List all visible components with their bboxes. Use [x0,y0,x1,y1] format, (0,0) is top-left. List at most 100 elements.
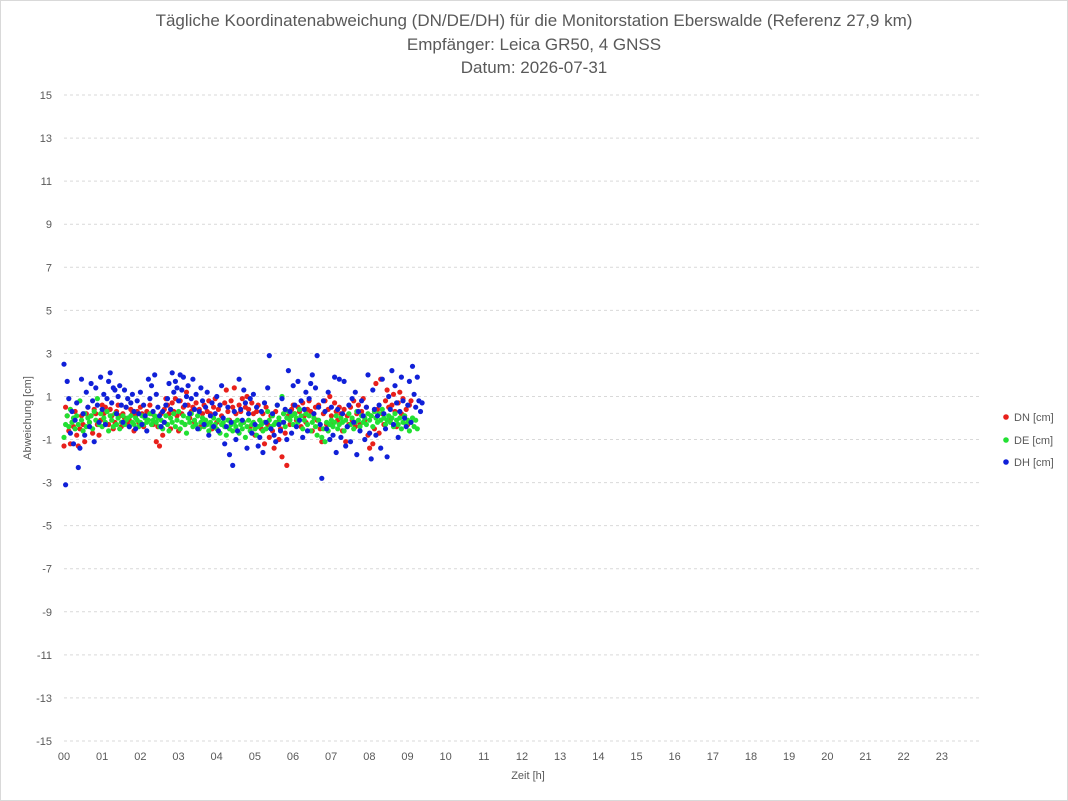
data-point [392,383,398,389]
data-point [66,424,72,430]
data-point [86,424,93,430]
data-point [118,402,124,408]
chart-date: Datum: 2026-07-31 [460,58,608,77]
data-point [265,408,271,415]
data-point [212,411,218,417]
data-point [75,464,81,471]
chart-subtitle: Empfänger: Leica GR50, 4 GNSS [406,35,662,54]
data-point [287,417,293,423]
data-point [320,398,326,404]
data-point [174,385,180,391]
data-point [163,402,169,408]
x-tick-label: 05 [249,751,261,763]
data-point [386,393,392,400]
data-point [384,454,390,460]
data-point [282,424,288,430]
data-point [230,404,236,410]
data-point [185,383,191,389]
data-point [277,428,284,434]
data-point [156,413,163,419]
data-point [104,408,110,415]
data-point [223,424,229,430]
data-point [172,424,178,430]
data-point [74,400,80,406]
x-tick-label: 21 [859,751,871,763]
data-point [311,411,317,417]
data-point [182,402,188,408]
data-point [198,385,204,391]
y-tick-label: 15 [40,90,52,102]
data-point [246,406,252,412]
data-point [88,413,94,419]
data-point [411,391,417,397]
data-point [195,426,201,432]
data-point [91,439,97,445]
y-tick-label: 7 [46,262,52,274]
data-point [266,353,272,359]
data-point [231,408,237,415]
x-tick-label: 03 [172,751,184,763]
data-point [378,445,384,451]
data-point [161,419,167,425]
data-point [96,432,102,438]
data-point [206,428,212,434]
data-point [295,378,301,384]
x-tick-label: 18 [745,751,757,763]
data-point [193,400,199,406]
data-point [290,383,296,389]
x-tick-label: 19 [783,751,795,763]
data-point [66,396,72,402]
data-point [204,389,210,395]
data-point [384,387,390,393]
data-point [325,389,331,395]
data-point [367,430,373,436]
data-point [419,400,425,406]
data-point [179,387,185,393]
data-point [314,353,320,359]
data-point [343,443,349,449]
data-point [153,439,159,445]
data-point [332,374,338,380]
data-point [125,396,131,402]
data-point [78,376,85,382]
data-point [357,428,363,434]
data-point [339,411,346,417]
data-point [355,408,361,415]
data-point [328,404,334,410]
data-point [312,424,319,430]
x-tick-label: 01 [96,751,108,763]
data-point [363,404,369,410]
data-point [296,406,303,412]
data-point [274,402,280,408]
data-point [392,411,398,417]
data-point [185,415,191,421]
data-point [300,426,306,432]
data-point [301,417,307,423]
data-point [346,402,352,408]
data-point [241,387,247,393]
data-point [88,380,94,387]
x-tick-label: 23 [936,751,948,763]
data-point [357,424,363,430]
y-tick-label: -3 [42,478,52,490]
data-point [160,408,166,415]
y-tick-label: -1 [42,435,52,447]
y-tick-label: -5 [42,521,52,533]
data-point [168,406,174,412]
data-point [258,408,264,415]
data-point [409,363,416,369]
data-point [98,411,104,417]
data-point [222,441,228,447]
data-point [74,413,80,419]
data-point [109,417,115,423]
data-point [242,434,248,440]
data-point [263,404,269,410]
data-point [147,396,153,402]
x-tick-label: 11 [478,751,489,763]
data-point [314,432,320,438]
data-point [341,378,347,384]
data-point [239,426,245,432]
data-point [183,389,190,395]
data-point [183,430,190,436]
